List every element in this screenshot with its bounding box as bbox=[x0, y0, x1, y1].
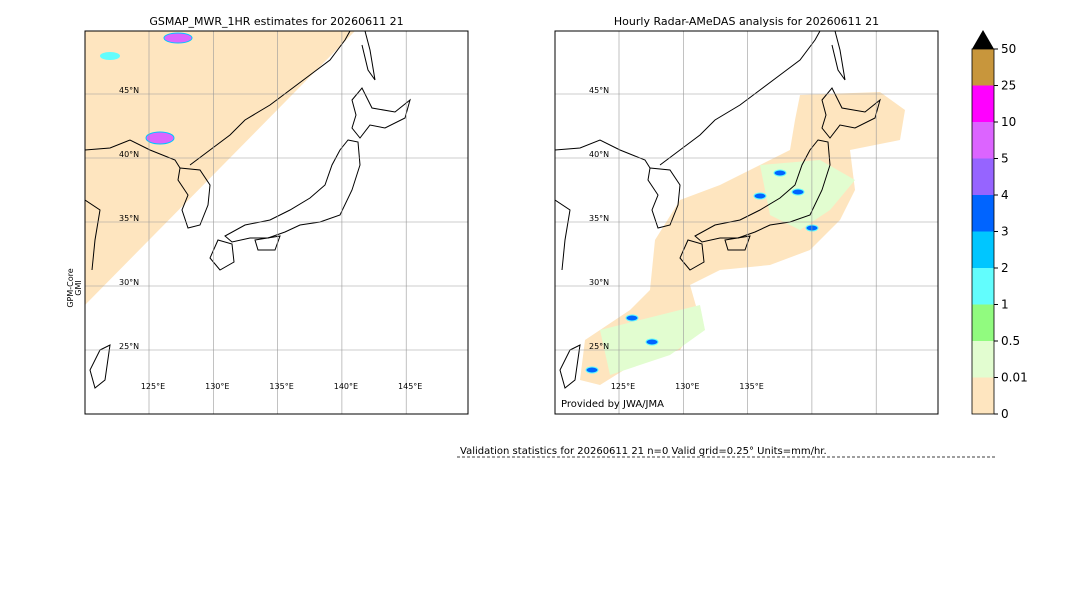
lon-label: 130°E bbox=[675, 382, 699, 391]
validation-text: Validation statistics for 20260611 21 n=… bbox=[460, 446, 827, 457]
lat-label: 35°N bbox=[119, 214, 139, 223]
coastline bbox=[679, 239, 705, 271]
map-area bbox=[555, 31, 938, 414]
map-frame bbox=[554, 30, 939, 415]
coastline bbox=[177, 167, 211, 229]
colorbar-label: 2 bbox=[1001, 261, 1009, 275]
colorbar-segment bbox=[972, 195, 994, 232]
coastline bbox=[85, 199, 101, 271]
lon-label: 130°E bbox=[205, 382, 229, 391]
colorbar-label: 1 bbox=[1001, 298, 1009, 312]
colorbar-label: 5 bbox=[1001, 152, 1009, 166]
coastline bbox=[831, 31, 846, 81]
coastline bbox=[351, 87, 411, 139]
colorbar-segment bbox=[972, 304, 994, 341]
precip-cell bbox=[773, 169, 787, 177]
lat-label: 45°N bbox=[589, 86, 609, 95]
credit: Provided by JWA/JMA bbox=[561, 399, 664, 410]
coastline bbox=[254, 235, 281, 251]
lon-label: 125°E bbox=[141, 382, 165, 391]
colorbar-label: 3 bbox=[1001, 225, 1009, 239]
lat-label: 25°N bbox=[589, 342, 609, 351]
map-panel: GSMAP_MWR_1HR estimates for 20260611 21 4… bbox=[66, 15, 469, 415]
lat-label: 25°N bbox=[119, 342, 139, 351]
lat-label: 30°N bbox=[119, 278, 139, 287]
panel-title: Hourly Radar-AMeDAS analysis for 2026061… bbox=[614, 15, 879, 28]
coastline bbox=[559, 344, 581, 389]
precip-cell bbox=[585, 366, 599, 374]
colorbar-segment bbox=[972, 49, 994, 86]
coastline bbox=[724, 235, 751, 251]
precip-cell bbox=[791, 188, 805, 196]
precip-cell bbox=[163, 32, 193, 44]
colorbar-label: 0.5 bbox=[1001, 334, 1020, 348]
coastline bbox=[85, 139, 181, 169]
lat-label: 40°N bbox=[119, 150, 139, 159]
lon-label: 135°E bbox=[739, 382, 763, 391]
panel-title: GSMAP_MWR_1HR estimates for 20260611 21 bbox=[149, 15, 403, 28]
lat-label: 40°N bbox=[589, 150, 609, 159]
precip-area bbox=[85, 31, 355, 305]
lon-label: 145°E bbox=[398, 382, 422, 391]
coastline bbox=[224, 139, 361, 243]
map-area bbox=[85, 31, 468, 414]
colorbar-label: 0 bbox=[1001, 407, 1009, 421]
colorbar-label: 10 bbox=[1001, 115, 1016, 129]
colorbar: 0 0.01 0.5 1 2 3 4 5 10 25 50 bbox=[971, 30, 1028, 421]
coastline bbox=[647, 167, 681, 229]
lon-label: 125°E bbox=[611, 382, 635, 391]
coastline bbox=[189, 31, 351, 166]
coastline bbox=[659, 31, 821, 166]
precip-cell bbox=[753, 192, 767, 200]
map-panel: Hourly Radar-AMeDAS analysis for 2026061… bbox=[554, 15, 939, 415]
coastline bbox=[694, 139, 831, 243]
colorbar-segment bbox=[972, 377, 994, 414]
lat-label: 35°N bbox=[589, 214, 609, 223]
precip-cell bbox=[100, 52, 120, 60]
colorbar-label: 25 bbox=[1001, 79, 1016, 93]
coastline bbox=[361, 31, 376, 81]
lon-label: 140°E bbox=[334, 382, 358, 391]
coastline bbox=[89, 344, 111, 389]
colorbar-label: 4 bbox=[1001, 188, 1009, 202]
colorbar-segment bbox=[972, 341, 994, 378]
colorbar-segment bbox=[972, 85, 994, 122]
colorbar-extend bbox=[972, 30, 994, 49]
sensor-label: GMI bbox=[74, 280, 83, 295]
colorbar-segment bbox=[972, 122, 994, 159]
colorbar-segment bbox=[972, 268, 994, 305]
map-frame bbox=[84, 30, 469, 415]
lat-label: 45°N bbox=[119, 86, 139, 95]
lon-label: 135°E bbox=[269, 382, 293, 391]
precip-cell bbox=[645, 338, 659, 346]
lat-label: 30°N bbox=[589, 278, 609, 287]
precip-area bbox=[760, 160, 855, 230]
colorbar-segment bbox=[972, 158, 994, 195]
sensor-label: GPM-Core bbox=[66, 268, 75, 307]
colorbar-label: 50 bbox=[1001, 42, 1016, 56]
colorbar-segment bbox=[972, 231, 994, 268]
coastline bbox=[209, 239, 235, 271]
coastline bbox=[555, 199, 571, 271]
coastline bbox=[555, 139, 651, 169]
coastline bbox=[821, 87, 881, 139]
precip-cell bbox=[145, 131, 175, 145]
precip-cell bbox=[625, 314, 639, 322]
colorbar-label: 0.01 bbox=[1001, 371, 1028, 385]
